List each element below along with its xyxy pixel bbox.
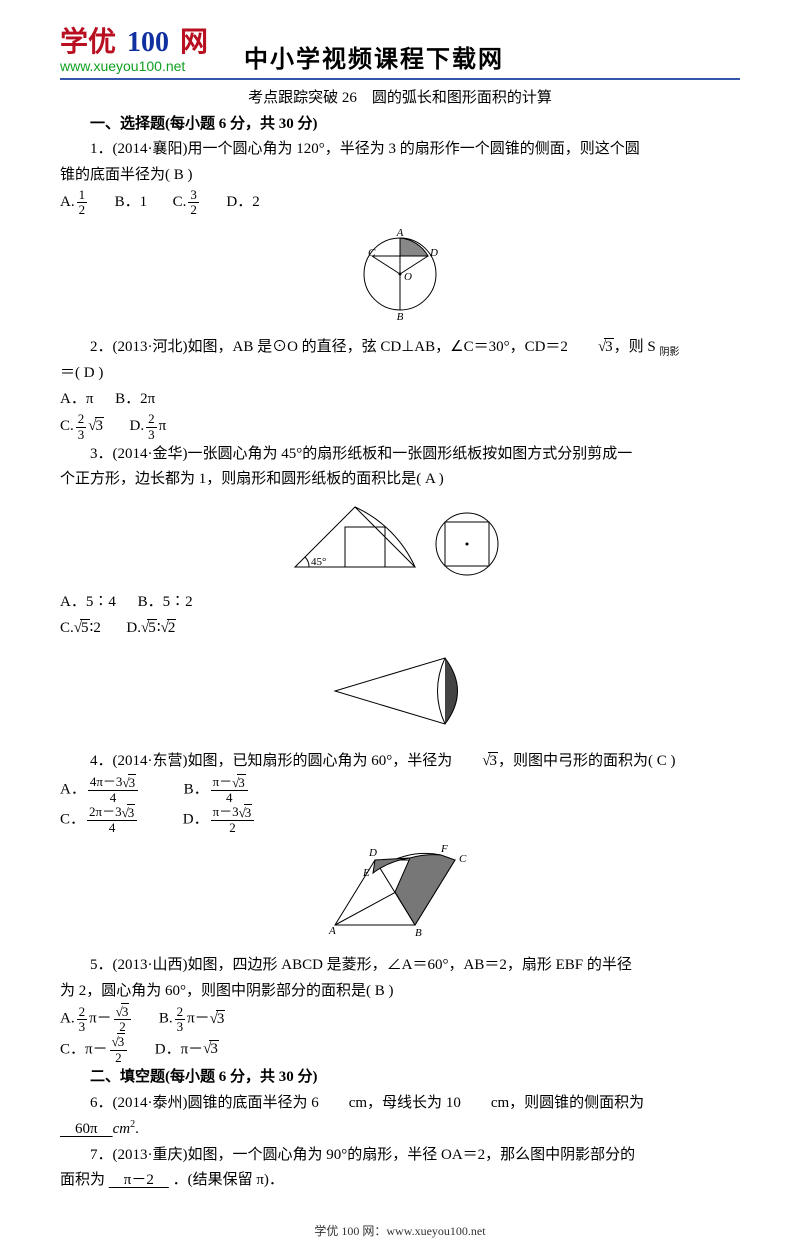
q4-stem: 4．(2014·东营)如图，已知扇形的圆心角为 60°，半径为3，则图中弓形的面… <box>60 749 740 775</box>
opt-label: A. <box>60 194 75 210</box>
opt-label: B． <box>184 781 209 797</box>
circle-diagram: A B C D O <box>350 222 450 322</box>
q6-answer-line: 60π cm2. <box>60 1116 740 1143</box>
q2-opt-b: B．2π <box>115 391 155 407</box>
q1-stem-line2: 锥的底面半径为( B ) <box>60 163 740 189</box>
q3-stem-line2: 个正方形，边长都为 1，则扇形和圆形纸板的面积比是( A ) <box>60 467 740 493</box>
opt-label: C. <box>173 194 187 210</box>
svg-text:E: E <box>362 867 370 879</box>
logo: 学优 100 网 www.xueyou100.net <box>60 20 208 74</box>
q5-stem-line2: 为 2，圆心角为 60°，则图中阴影部分的面积是( B ) <box>60 979 740 1005</box>
q5-opt-d: D．π－ <box>155 1041 203 1057</box>
svg-text:F: F <box>440 843 448 855</box>
logo-url: www.xueyou100.net <box>60 58 208 74</box>
logo-text-num: 100 <box>127 27 169 58</box>
q2-options-row1: A．π B．2π <box>60 387 740 413</box>
svg-text:A: A <box>328 925 336 937</box>
q4-opt-c: 2π－334 <box>87 805 137 835</box>
site-header: 学优 100 网 www.xueyou100.net 中小学视频课程下载网 <box>60 20 740 80</box>
page-footer: 学优 100 网：www.xueyou100.net <box>60 1222 740 1239</box>
document-body: 考点跟踪突破 26 圆的弧长和图形面积的计算 一、选择题(每小题 6 分，共 3… <box>60 86 740 1194</box>
svg-text:A: A <box>396 227 404 239</box>
page-title: 考点跟踪突破 26 圆的弧长和图形面积的计算 <box>60 86 740 112</box>
q2-opt-c: 23 <box>76 412 87 442</box>
q4-diagram <box>60 646 740 746</box>
svg-text:45°: 45° <box>311 556 326 568</box>
cone-diagram <box>325 646 475 736</box>
q4-options-row1: A．4π－334 B．π－34 <box>60 775 740 805</box>
q5-options-row1: A.23π－32 B.23π－3 <box>60 1004 740 1034</box>
logo-text-cn: 学优 <box>60 27 116 58</box>
sector-square-diagram: 45° <box>285 497 515 577</box>
header-slogan: 中小学视频课程下载网 <box>244 39 504 74</box>
opt-label: C. <box>60 419 74 435</box>
q5-diagram: A B C D E F <box>60 840 740 950</box>
opt-label: A． <box>60 781 86 797</box>
q2-stem-line2: ＝( D ) <box>60 361 740 387</box>
q2-diagram: A B C D O <box>60 222 740 332</box>
rhombus-diagram: A B C D E F <box>315 840 485 940</box>
q4-opt-b: π－34 <box>211 775 248 805</box>
q1-options: A.12 B．1 C.32 D．2 <box>60 188 740 218</box>
q3-diagram: 45° <box>60 497 740 587</box>
q7-answer: π－2 <box>109 1172 169 1188</box>
q6-stem: 6．(2014·泰州)圆锥的底面半径为 6 cm，母线长为 10 cm，则圆锥的… <box>60 1091 740 1117</box>
opt-label: D. <box>130 419 145 435</box>
q3-options-row2: C.5∶2 D.5∶2 <box>60 616 740 642</box>
opt-label: C. <box>60 620 74 636</box>
svg-text:C: C <box>459 853 467 865</box>
q6-answer: 60π <box>60 1121 113 1137</box>
q1-stem-line1: 1．(2014·襄阳)用一个圆心角为 120°，半径为 3 的扇形作一个圆锥的侧… <box>60 137 740 163</box>
section-2-heading: 二、填空题(每小题 6 分，共 30 分) <box>60 1065 740 1091</box>
q1-opt-a: 12 <box>77 188 88 218</box>
svg-text:D: D <box>429 247 438 259</box>
opt-label: D． <box>183 812 209 828</box>
q4-opt-a: 4π－334 <box>88 775 138 805</box>
svg-text:O: O <box>404 271 412 283</box>
sqrt: 3 <box>568 335 614 361</box>
svg-text:B: B <box>397 311 404 322</box>
q1-opt-b: B．1 <box>115 194 148 210</box>
q2-stem-line1: 2．(2013·河北)如图，AB 是⊙O 的直径，弦 CD⊥AB，∠C＝30°，… <box>60 335 740 361</box>
logo-text-net: 网 <box>180 27 208 58</box>
q5-stem-line1: 5．(2013·山西)如图，四边形 ABCD 是菱形，∠A＝60°，AB＝2，扇… <box>60 953 740 979</box>
q2-opt-a: A．π <box>60 391 93 407</box>
opt-label: B. <box>159 1011 173 1027</box>
q3-opt-a: A．5∶4 <box>60 594 116 610</box>
q5-options-row2: C．π－32 D．π－3 <box>60 1035 740 1065</box>
svg-text:C: C <box>368 247 376 259</box>
q1-opt-c: 32 <box>188 188 199 218</box>
svg-text:B: B <box>415 927 422 939</box>
q7-stem-line2: 面积为 π－2 ．(结果保留 π)． <box>60 1168 740 1194</box>
subscript: 阴影 <box>660 347 680 358</box>
q1-opt-d: D．2 <box>226 194 259 210</box>
q4-opt-d: π－332 <box>211 805 255 835</box>
section-1-heading: 一、选择题(每小题 6 分，共 30 分) <box>60 112 740 138</box>
opt-label: C． <box>60 1041 85 1057</box>
q2-options-row2: C.233 D.23π <box>60 412 740 442</box>
q3-options-row1: A．5∶4 B．5∶2 <box>60 590 740 616</box>
q3-opt-b: B．5∶2 <box>138 594 193 610</box>
svg-text:D: D <box>368 847 377 859</box>
q4-options-row2: C．2π－334 D．π－332 <box>60 805 740 835</box>
q2-opt-d: 23 <box>146 412 157 442</box>
opt-label: A. <box>60 1011 75 1027</box>
q7-stem-line1: 7．(2013·重庆)如图，一个圆心角为 90°的扇形，半径 OA＝2，那么图中… <box>60 1143 740 1169</box>
q3-stem-line1: 3．(2014·金华)一张圆心角为 45°的扇形纸板和一张圆形纸板按如图方式分别… <box>60 442 740 468</box>
opt-label: D. <box>126 620 141 636</box>
opt-label: C． <box>60 812 85 828</box>
